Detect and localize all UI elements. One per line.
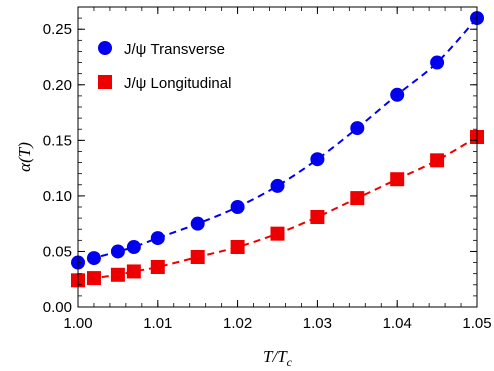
y-tick-label: 0.05 [43, 243, 72, 260]
x-axis-label-sub: c [287, 355, 293, 369]
y-tick-label: 0.00 [43, 299, 72, 316]
data-point-transverse [230, 200, 245, 214]
x-tick-label: 1.00 [63, 315, 92, 332]
data-point-transverse [270, 178, 285, 193]
y-tick-label: 0.20 [43, 77, 72, 94]
data-point-longitudinal [430, 153, 445, 168]
series-layer [71, 11, 484, 288]
ticks-layer: 1.00 1.01 1.02 1.03 1.04 1.05 0.00 0.05 0.10 0.15… [43, 6, 492, 332]
data-point-longitudinal [230, 240, 245, 254]
data-point-longitudinal [310, 210, 325, 224]
x-tick-label: 1.04 [383, 315, 412, 332]
data-point-longitudinal [110, 267, 125, 282]
y-tick-label: 0.10 [43, 188, 72, 205]
data-point-longitudinal [390, 172, 405, 187]
data-point-transverse [110, 244, 125, 259]
x-axis-label-main: T/T [263, 347, 288, 366]
x-tick-label: 1.01 [143, 315, 172, 332]
data-point-longitudinal [270, 226, 285, 241]
legend-label-longitudinal: J/ψ Longitudinal [124, 75, 231, 92]
y-tick-label: 0.15 [43, 132, 72, 149]
x-tick-label: 1.02 [223, 315, 252, 332]
data-point-longitudinal [190, 250, 205, 264]
series-line-longitudinal [77, 136, 478, 282]
data-point-transverse [86, 251, 101, 266]
x-tick-label: 1.03 [303, 315, 332, 332]
legend: J/ψ Transverse J/ψ Longitudinal [98, 41, 231, 92]
data-point-transverse [190, 216, 205, 231]
legend-marker-longitudinal [98, 75, 112, 89]
data-point-transverse [310, 152, 325, 167]
data-point-transverse [350, 121, 365, 136]
legend-marker-transverse [98, 41, 112, 55]
x-axis-label: T/Tc [263, 347, 293, 369]
plot-frame [77, 6, 478, 308]
data-point-transverse [390, 87, 405, 102]
data-point-transverse [430, 55, 445, 70]
x-tick-label: 1.05 [462, 315, 491, 332]
data-point-longitudinal [150, 260, 165, 274]
data-point-longitudinal [86, 271, 101, 286]
data-point-longitudinal [126, 264, 141, 279]
data-point-transverse [126, 240, 141, 254]
y-axis-label: α(T) [15, 142, 34, 172]
y-tick-label: 0.25 [43, 21, 72, 38]
data-point-transverse [150, 231, 165, 246]
legend-label-transverse: J/ψ Transverse [124, 41, 225, 58]
data-point-longitudinal [350, 191, 365, 206]
